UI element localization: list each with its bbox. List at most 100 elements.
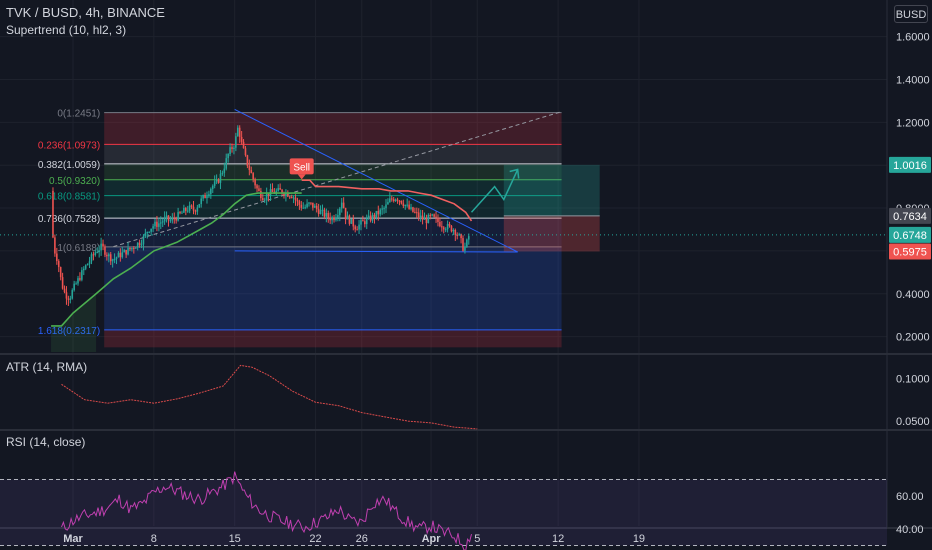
rsi-pane[interactable]: 40.00 60.00 <box>0 471 924 550</box>
candle <box>381 204 383 215</box>
candle <box>329 212 331 224</box>
candle <box>100 237 102 256</box>
candle <box>81 267 83 282</box>
candle <box>306 199 308 209</box>
candle <box>175 216 177 224</box>
candle <box>84 264 87 271</box>
currency-badge[interactable]: BUSD <box>894 5 928 23</box>
sell-signal[interactable]: Sell <box>289 158 314 180</box>
candle <box>136 242 139 251</box>
supertrend-up-line[interactable] <box>51 192 302 327</box>
candle <box>227 153 229 163</box>
supertrend-legend[interactable]: Supertrend (10, hl2, 3) <box>6 23 127 37</box>
candle <box>425 214 428 230</box>
candle <box>194 209 197 215</box>
candle <box>452 228 455 236</box>
candle <box>258 185 260 192</box>
candle <box>127 242 129 256</box>
candle <box>373 212 376 224</box>
candle <box>152 223 154 233</box>
candle <box>462 235 464 252</box>
candle <box>419 209 422 222</box>
candle <box>319 205 322 215</box>
candle <box>254 177 256 189</box>
candle <box>200 195 203 208</box>
candle <box>246 154 249 169</box>
candle <box>454 228 457 242</box>
svg-text:0.7634: 0.7634 <box>893 211 927 223</box>
fib-level-label: 0.236(1.0973) <box>38 140 100 151</box>
candle <box>188 201 191 214</box>
candle <box>140 239 143 249</box>
trendline[interactable] <box>113 111 562 248</box>
candle <box>450 225 453 233</box>
trendline[interactable] <box>234 109 518 253</box>
candle <box>133 246 135 254</box>
candle <box>248 159 251 176</box>
long-position-tool[interactable] <box>503 164 600 252</box>
candle <box>367 209 370 220</box>
candle <box>356 226 358 231</box>
candle <box>339 206 341 222</box>
symbol-title[interactable]: TVK / BUSD, 4h, BINANCE <box>6 5 165 20</box>
candle <box>231 143 233 153</box>
candle <box>377 205 380 221</box>
candle <box>262 194 264 201</box>
candle <box>233 145 235 155</box>
candle <box>219 170 222 190</box>
svg-text:Sell: Sell <box>293 162 310 173</box>
price-plot[interactable]: 0(1.2451) 0.236(1.0973) 0.382(1.0059) 0.5(0… <box>38 109 600 352</box>
candle <box>115 256 118 265</box>
price-tick-label: 1.6000 <box>896 32 930 44</box>
candle <box>360 218 362 231</box>
candle <box>215 174 218 185</box>
fib-zone <box>104 329 562 348</box>
candle <box>90 252 93 265</box>
candles[interactable] <box>52 125 470 306</box>
candle <box>369 211 372 223</box>
candle <box>285 189 287 202</box>
time-tick-label: Apr <box>422 533 442 545</box>
price-tick-label: 1.2000 <box>896 117 930 129</box>
atr-legend[interactable]: ATR (14, RMA) <box>6 360 88 374</box>
candle <box>54 234 56 257</box>
candle <box>348 214 351 226</box>
candle <box>250 166 253 174</box>
candle <box>456 232 459 240</box>
candle <box>109 251 112 265</box>
time-axis[interactable]: Mar 8 15 22 26 Apr 5 12 19 <box>63 533 645 545</box>
time-tick-label: 5 <box>474 533 480 545</box>
projection-path[interactable] <box>470 169 519 213</box>
candle <box>225 153 228 171</box>
candle <box>138 239 141 248</box>
candle <box>102 239 104 251</box>
price-label-badge: 0.5975 <box>889 243 931 260</box>
candle <box>148 231 151 234</box>
candle <box>379 208 382 217</box>
price-axis[interactable]: 0.20000.40000.60000.80001.00001.20001.40… <box>889 32 931 344</box>
candle <box>171 213 174 224</box>
candle <box>163 211 166 225</box>
candle <box>383 206 385 214</box>
svg-text:1.0016: 1.0016 <box>893 160 927 172</box>
candle <box>404 204 407 210</box>
atr-pane[interactable]: 0.0500 0.1000 <box>61 364 930 430</box>
supertrend-down-line[interactable] <box>301 179 473 222</box>
candle <box>267 193 270 202</box>
atr-tick-label: 0.1000 <box>896 373 930 385</box>
candle <box>73 280 75 292</box>
candle <box>310 202 312 206</box>
candle <box>321 204 324 217</box>
candle <box>375 210 378 220</box>
trendline[interactable] <box>234 250 518 253</box>
candle <box>104 244 106 258</box>
candle <box>221 170 224 176</box>
candle <box>412 206 414 213</box>
rsi-legend[interactable]: RSI (14, close) <box>6 435 86 449</box>
fib-retracement[interactable]: 0(1.2451) 0.236(1.0973) 0.382(1.0059) 0.5(0… <box>38 109 562 348</box>
candle <box>52 187 54 239</box>
rsi-tick-label: 60.00 <box>896 491 924 503</box>
candle <box>429 213 432 220</box>
